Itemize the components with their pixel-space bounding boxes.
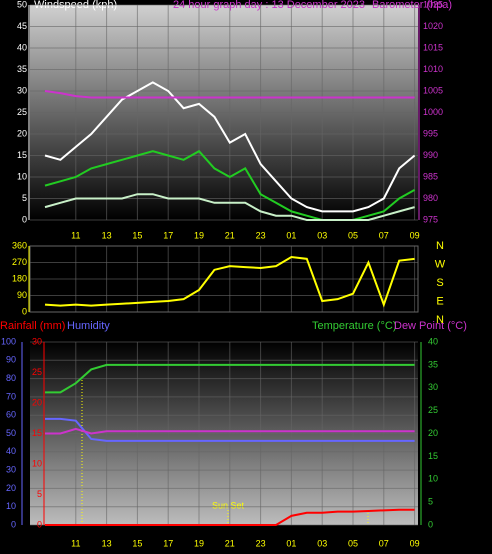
x-tick-label: 05 (348, 230, 358, 240)
y-tick-label: 0 (37, 519, 42, 529)
x-tick-label: 09 (410, 538, 420, 548)
y-tick-label: 35 (428, 359, 438, 369)
y-tick-label: 60 (6, 410, 16, 420)
y-tick-label: 980 (423, 193, 438, 203)
x-tick-label: 11 (71, 230, 80, 240)
x-tick-label: 03 (317, 230, 327, 240)
series-line (45, 427, 415, 435)
y-tick-label: 50 (17, 0, 27, 9)
y-tick-label: 1020 (423, 21, 443, 31)
y-tick-label: 70 (6, 391, 16, 401)
series-line (44, 90, 415, 99)
y-tick-label: 995 (423, 128, 438, 138)
y-tick-label: 30 (17, 85, 27, 95)
y-tick-label: 985 (423, 171, 438, 181)
x-tick-label: 07 (379, 538, 389, 548)
direction-label: E (436, 295, 443, 307)
y-tick-label: 990 (423, 150, 438, 160)
y-tick-label: 25 (32, 367, 42, 377)
y-label: Humidity (67, 320, 110, 332)
y-tick-label: 0 (11, 519, 16, 529)
x-tick-label: 01 (286, 230, 296, 240)
y-tick-label: 5 (37, 489, 42, 499)
x-tick-label: 17 (163, 538, 173, 548)
y-tick-label: 180 (12, 273, 27, 283)
y-tick-label: 25 (428, 405, 438, 415)
y-tick-label: 270 (12, 257, 27, 267)
direction-label: S (436, 277, 443, 289)
y-tick-label: 360 (12, 240, 27, 250)
y-tick-label: 30 (32, 336, 42, 346)
x-tick-label: 21 (225, 538, 235, 548)
series-line (45, 363, 415, 394)
series-line (44, 81, 416, 213)
y-tick-label: 975 (423, 214, 438, 224)
x-tick-label: 23 (256, 538, 266, 548)
y-tick-label: 10 (32, 458, 42, 468)
y-tick-label: 100 (1, 336, 16, 346)
x-tick-label: 15 (132, 538, 142, 548)
y-tick-label: 50 (6, 428, 16, 438)
y-tick-label: 1010 (423, 64, 443, 74)
annotation: Sun Set (212, 500, 245, 510)
y-tick-label: 45 (17, 21, 27, 31)
y-tick-label: 0 (428, 519, 433, 529)
x-tick-label: 15 (132, 230, 142, 240)
x-tick-label: 11 (71, 538, 80, 548)
x-tick-label: 17 (163, 230, 173, 240)
y-tick-label: 20 (6, 483, 16, 493)
y-tick-label: 15 (428, 451, 438, 461)
series-line (44, 255, 415, 308)
y-tick-label: 90 (6, 355, 16, 365)
y-tick-label: 40 (428, 336, 438, 346)
y-tick-label: 5 (428, 497, 433, 507)
x-tick-label: 07 (379, 230, 389, 240)
y2b-label: Dew Point (°C) (394, 320, 467, 332)
series-line (44, 193, 415, 221)
series-line (45, 417, 415, 442)
y3-label: Rainfall (mm) (0, 320, 65, 332)
y-tick-label: 10 (6, 501, 16, 511)
y-tick-label: 1005 (423, 85, 443, 95)
y-tick-label: 0 (22, 214, 27, 224)
y-tick-label: 10 (428, 474, 438, 484)
y-tick-label: 15 (32, 428, 42, 438)
y-tick-label: 30 (428, 382, 438, 392)
y-tick-label: 1015 (423, 42, 443, 52)
y-tick-label: 20 (428, 428, 438, 438)
y-tick-label: 40 (6, 446, 16, 456)
y-tick-label: 90 (17, 290, 27, 300)
y-tick-label: 5 (22, 193, 27, 203)
x-tick-label: 19 (194, 538, 204, 548)
direction-label: N (436, 240, 444, 252)
x-tick-label: 03 (317, 538, 327, 548)
direction-label: W (435, 258, 446, 270)
y-tick-label: 40 (17, 42, 27, 52)
y-tick-label: 15 (17, 150, 27, 160)
y2-label: Temperature (°C) (312, 320, 396, 332)
y-tick-label: 1025 (423, 0, 443, 9)
series-line (45, 508, 415, 526)
direction-label: N (436, 314, 444, 326)
y-tick-label: 1000 (423, 107, 443, 117)
x-tick-label: 21 (225, 230, 235, 240)
y-tick-label: 35 (17, 64, 27, 74)
y-tick-label: 10 (17, 171, 27, 181)
y-tick-label: 20 (32, 397, 42, 407)
y-tick-label: 30 (6, 464, 16, 474)
x-tick-label: 13 (102, 230, 112, 240)
x-tick-label: 23 (256, 230, 266, 240)
y-tick-label: 25 (17, 107, 27, 117)
x-tick-label: 09 (410, 230, 420, 240)
y-tick-label: 20 (17, 128, 27, 138)
x-tick-label: 05 (348, 538, 358, 548)
x-tick-label: 19 (194, 230, 204, 240)
y-tick-label: 0 (22, 306, 27, 316)
y-tick-label: 80 (6, 373, 16, 383)
x-tick-label: 13 (102, 538, 112, 548)
x-tick-label: 01 (286, 538, 296, 548)
